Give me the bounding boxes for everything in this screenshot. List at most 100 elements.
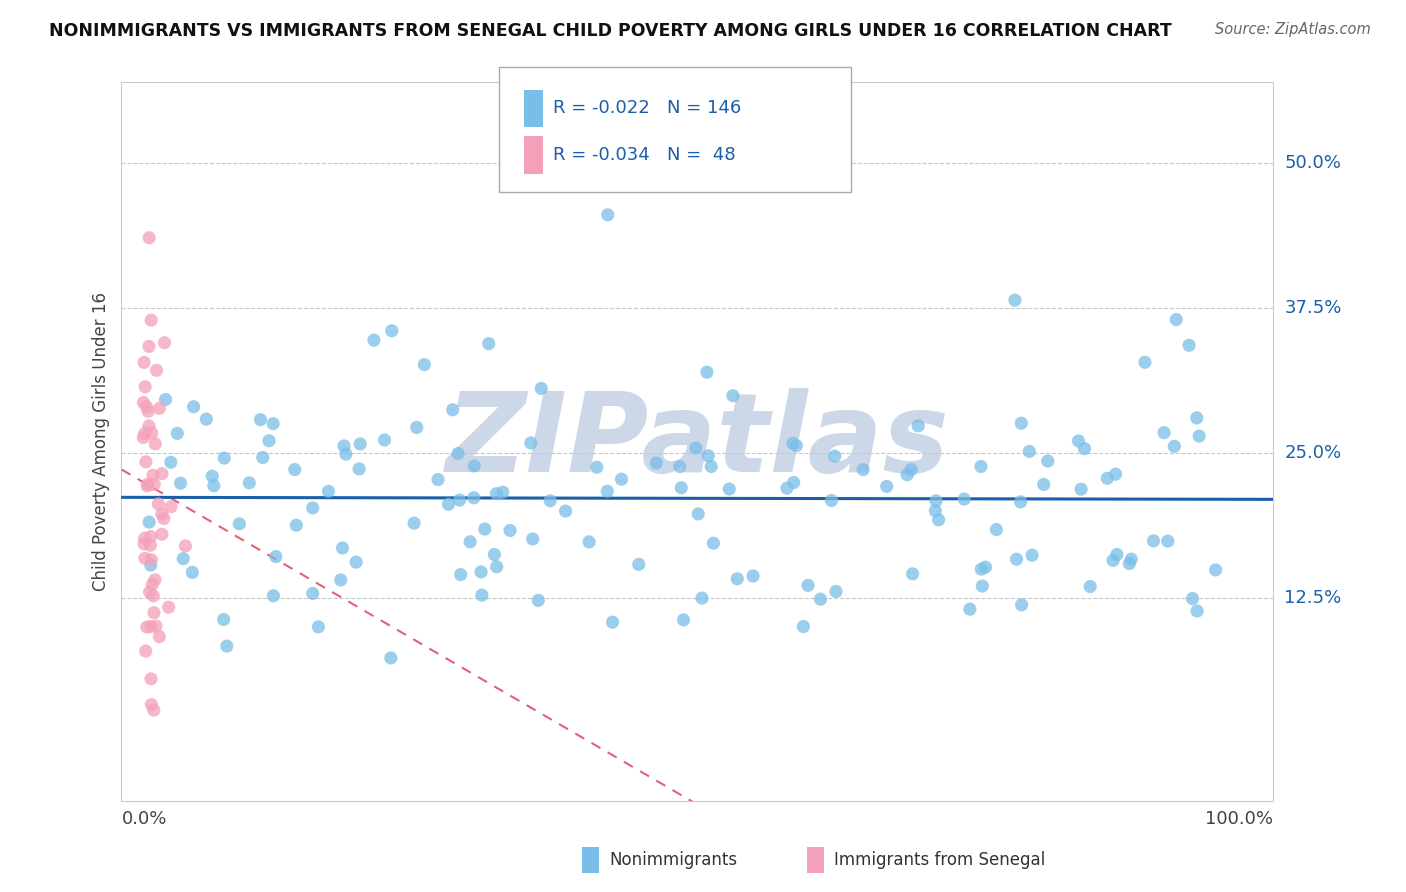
Point bbox=[458, 534, 481, 549]
Point bbox=[702, 536, 724, 550]
Point bbox=[901, 566, 924, 581]
Point bbox=[907, 418, 929, 433]
Point bbox=[1133, 355, 1156, 369]
Point bbox=[972, 579, 994, 593]
Point bbox=[139, 538, 162, 552]
Point bbox=[1005, 552, 1028, 566]
Point bbox=[1105, 548, 1128, 562]
Point bbox=[1102, 553, 1125, 567]
Point bbox=[1067, 434, 1090, 448]
Point bbox=[970, 459, 993, 474]
Point bbox=[485, 559, 508, 574]
Text: 100.0%: 100.0% bbox=[1205, 810, 1274, 829]
Text: 0.0%: 0.0% bbox=[121, 810, 167, 829]
Point bbox=[301, 500, 323, 515]
Point bbox=[1121, 552, 1143, 566]
Point bbox=[380, 651, 402, 665]
Point bbox=[924, 504, 946, 518]
Point bbox=[485, 486, 508, 500]
Text: 25.0%: 25.0% bbox=[1285, 444, 1341, 462]
Point bbox=[447, 446, 470, 460]
Point bbox=[134, 531, 156, 545]
Point bbox=[139, 313, 162, 327]
Point bbox=[792, 619, 814, 633]
Point bbox=[471, 588, 494, 602]
Point bbox=[742, 569, 765, 583]
Point bbox=[492, 485, 515, 500]
Point bbox=[136, 404, 159, 418]
Point bbox=[970, 562, 993, 576]
Text: Immigrants from Senegal: Immigrants from Senegal bbox=[834, 851, 1045, 869]
Point bbox=[349, 437, 371, 451]
Point bbox=[148, 630, 170, 644]
Point bbox=[138, 515, 160, 529]
Point bbox=[1104, 467, 1126, 482]
Point bbox=[463, 491, 485, 505]
Point bbox=[782, 436, 804, 450]
Point bbox=[825, 584, 848, 599]
Point bbox=[718, 482, 741, 496]
Point bbox=[1011, 598, 1033, 612]
Point bbox=[1073, 442, 1095, 456]
Point bbox=[852, 462, 875, 476]
Point bbox=[1010, 495, 1032, 509]
Point bbox=[1018, 444, 1040, 458]
Point bbox=[530, 381, 553, 395]
Point bbox=[668, 459, 690, 474]
Point bbox=[285, 518, 308, 533]
Point bbox=[405, 420, 427, 434]
Point bbox=[138, 339, 160, 353]
Point bbox=[700, 459, 723, 474]
Point bbox=[132, 537, 155, 551]
Point bbox=[986, 523, 1008, 537]
Point bbox=[141, 426, 163, 441]
Point bbox=[150, 467, 173, 481]
Point bbox=[427, 473, 450, 487]
Point bbox=[138, 585, 160, 599]
Point bbox=[153, 511, 176, 525]
Point bbox=[363, 333, 385, 347]
Text: 12.5%: 12.5% bbox=[1285, 589, 1341, 607]
Point bbox=[212, 451, 235, 466]
Point bbox=[373, 433, 395, 447]
Point bbox=[148, 401, 170, 416]
Point bbox=[135, 400, 157, 414]
Point bbox=[344, 555, 367, 569]
Point bbox=[135, 644, 157, 658]
Point bbox=[578, 534, 600, 549]
Point bbox=[1205, 563, 1227, 577]
Point bbox=[141, 698, 163, 712]
Point bbox=[685, 441, 707, 455]
Text: ZIPatlas: ZIPatlas bbox=[446, 388, 949, 495]
Point bbox=[1178, 338, 1201, 352]
Point bbox=[645, 456, 668, 470]
Point bbox=[797, 578, 820, 592]
Point bbox=[672, 613, 695, 627]
Point bbox=[181, 566, 204, 580]
Point bbox=[252, 450, 274, 465]
Point bbox=[1142, 533, 1164, 548]
Point bbox=[527, 593, 550, 607]
Point bbox=[139, 558, 162, 572]
Point bbox=[142, 468, 165, 483]
Point bbox=[696, 365, 718, 379]
Point bbox=[262, 589, 284, 603]
Point bbox=[450, 567, 472, 582]
Point bbox=[1078, 580, 1101, 594]
Point bbox=[264, 549, 287, 564]
Point bbox=[449, 493, 471, 508]
Point bbox=[160, 500, 183, 514]
Text: 37.5%: 37.5% bbox=[1285, 299, 1341, 317]
Point bbox=[610, 472, 633, 486]
Point bbox=[522, 532, 544, 546]
Point bbox=[135, 455, 157, 469]
Point bbox=[141, 577, 163, 591]
Point bbox=[284, 462, 307, 476]
Point bbox=[1181, 591, 1204, 606]
Point bbox=[721, 389, 744, 403]
Point bbox=[1097, 471, 1119, 485]
Point bbox=[148, 497, 170, 511]
Point bbox=[143, 573, 166, 587]
Point bbox=[1163, 439, 1185, 453]
Point bbox=[212, 613, 235, 627]
